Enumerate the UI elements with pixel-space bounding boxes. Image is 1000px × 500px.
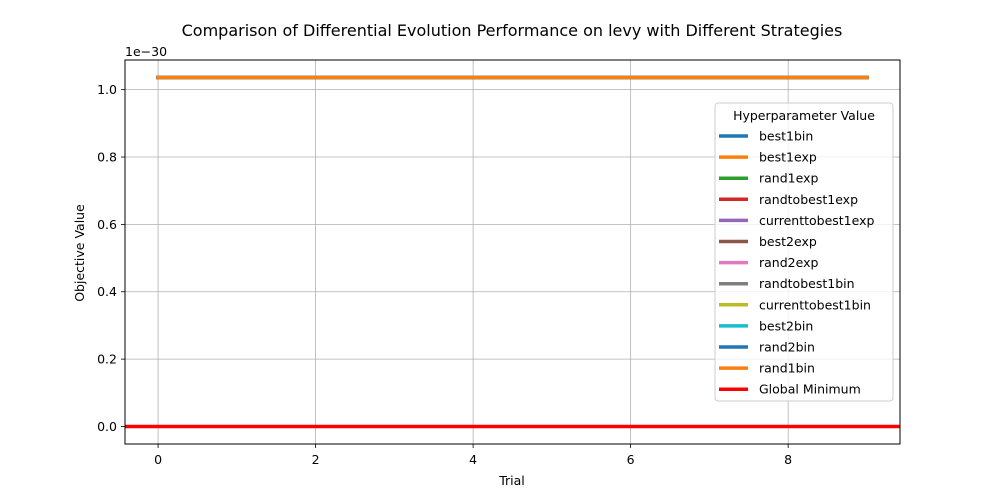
legend-item: best2exp bbox=[719, 234, 817, 249]
legend-label: best1exp bbox=[759, 150, 817, 165]
y-tick-label: 0.0 bbox=[97, 419, 117, 434]
y-tick-label: 0.8 bbox=[97, 150, 117, 165]
x-tick-label: 0 bbox=[154, 452, 162, 467]
x-axis-ticks: 0 2 4 6 8 bbox=[154, 444, 792, 467]
legend: Hyperparameter Value best1bin best1exp ran… bbox=[714, 102, 894, 402]
x-tick-label: 6 bbox=[627, 452, 635, 467]
y-axis-label: Objective Value bbox=[72, 204, 87, 302]
x-tick-label: 8 bbox=[784, 452, 792, 467]
legend-item: best2bin bbox=[719, 318, 813, 333]
legend-item: best1bin bbox=[719, 129, 813, 144]
legend-item: randtobest1bin bbox=[719, 276, 855, 291]
y-tick-label: 0.6 bbox=[97, 217, 117, 232]
legend-item: rand2exp bbox=[719, 255, 818, 270]
legend-title: Hyperparameter Value bbox=[733, 108, 875, 123]
legend-item: rand1exp bbox=[719, 171, 818, 186]
x-tick-label: 2 bbox=[312, 452, 320, 467]
legend-item: best1exp bbox=[719, 150, 817, 165]
plot-frame bbox=[124, 59, 901, 445]
legend-label: rand2exp bbox=[759, 255, 818, 270]
x-axis-label: Trial bbox=[498, 473, 525, 488]
chart-title: Comparison of Differential Evolution Per… bbox=[182, 21, 843, 40]
y-offset-text: 1e−30 bbox=[125, 44, 167, 59]
legend-label: best1bin bbox=[759, 129, 813, 144]
legend-item: currenttobest1bin bbox=[719, 297, 871, 312]
legend-label: rand1bin bbox=[759, 361, 815, 376]
legend-items: best1bin best1exp rand1exp randtobest1exp cu… bbox=[719, 129, 875, 397]
legend-item: rand2bin bbox=[719, 340, 815, 355]
y-tick-label: 0.4 bbox=[97, 284, 117, 299]
x-tick-label: 4 bbox=[469, 452, 477, 467]
legend-label: Global Minimum bbox=[759, 382, 861, 397]
legend-item: currenttobest1exp bbox=[719, 213, 875, 228]
legend-label: best2bin bbox=[759, 318, 813, 333]
legend-label: randtobest1bin bbox=[759, 276, 855, 291]
legend-label: rand1exp bbox=[759, 171, 818, 186]
legend-box bbox=[714, 102, 894, 402]
legend-label: randtobest1exp bbox=[759, 192, 858, 207]
legend-item: randtobest1exp bbox=[719, 192, 858, 207]
legend-item: Global Minimum bbox=[719, 382, 861, 397]
legend-label: currenttobest1bin bbox=[759, 297, 871, 312]
legend-label: currenttobest1exp bbox=[759, 213, 875, 228]
legend-label: best2exp bbox=[759, 234, 817, 249]
y-axis-ticks: 0.0 0.2 0.4 0.6 0.8 1.0 bbox=[97, 82, 125, 434]
legend-label: rand2bin bbox=[759, 340, 815, 355]
y-tick-label: 0.2 bbox=[97, 352, 117, 367]
legend-item: rand1bin bbox=[719, 361, 815, 376]
y-tick-label: 1.0 bbox=[97, 82, 117, 97]
